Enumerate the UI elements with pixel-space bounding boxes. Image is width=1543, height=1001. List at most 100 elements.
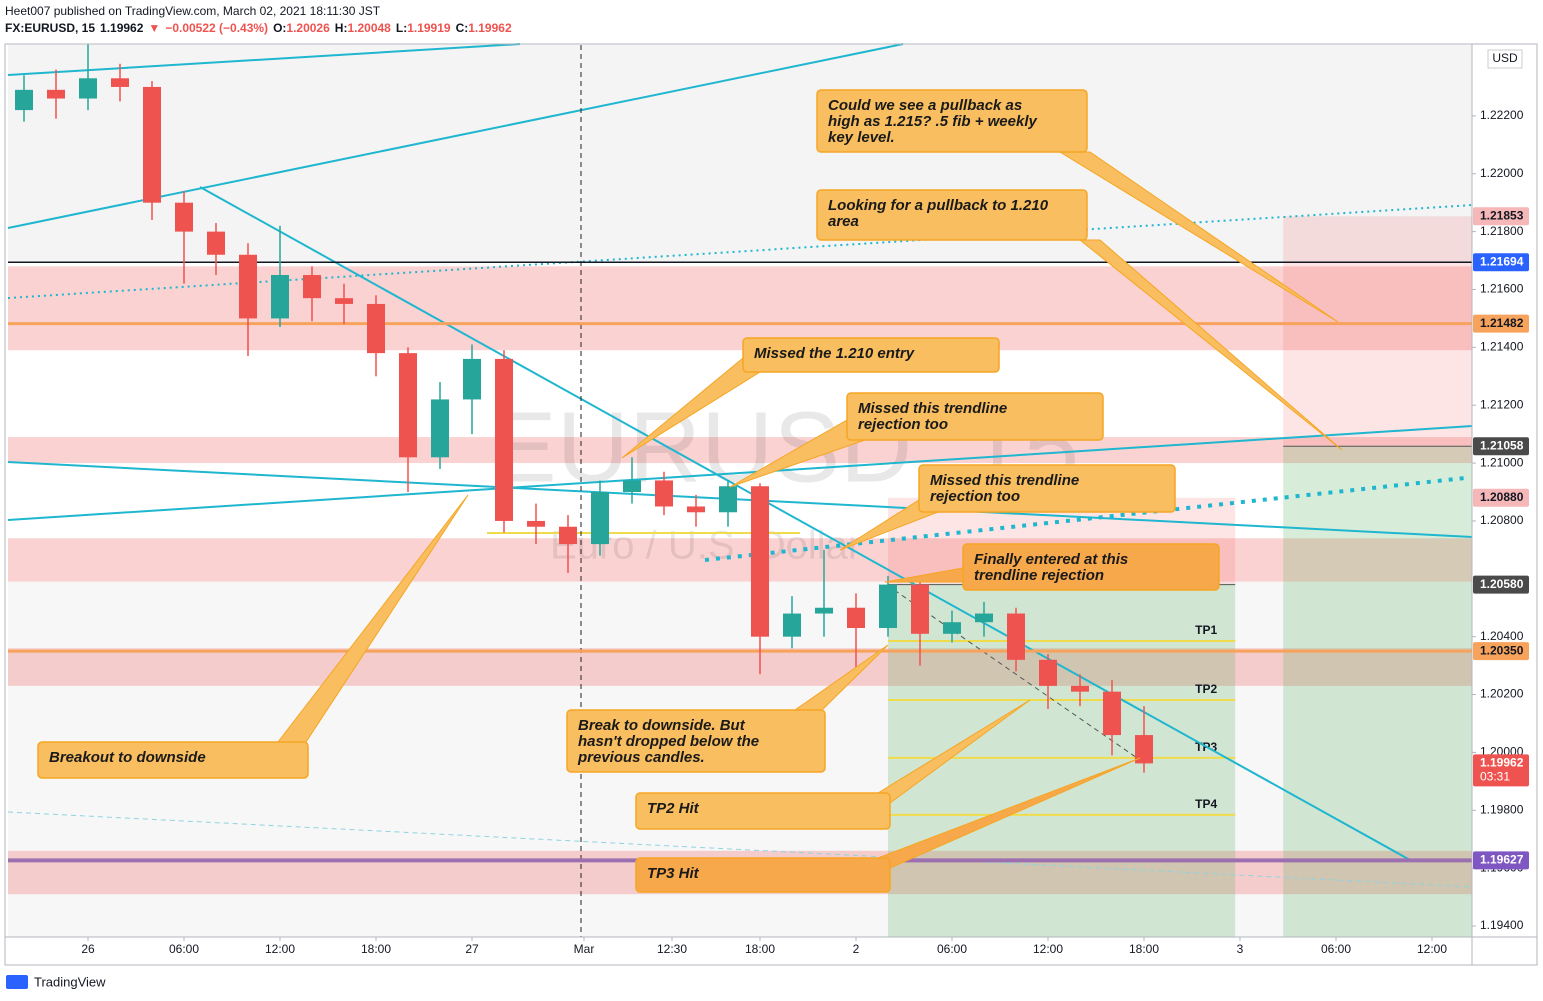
x-tick-label: Mar xyxy=(574,942,595,956)
callout-text: hasn't dropped below the xyxy=(578,733,759,750)
trendline xyxy=(886,584,1141,761)
price-badge-label: 1.21853 xyxy=(1480,208,1524,222)
price-badge xyxy=(1473,575,1529,594)
candle-body xyxy=(943,622,961,634)
callout-text: Missed this trendline xyxy=(930,472,1079,489)
price-badge-countdown: 03:31 xyxy=(1480,770,1510,784)
header-text: 1.20048 xyxy=(347,21,391,35)
x-tick-label: 18:00 xyxy=(745,942,775,956)
candle-body xyxy=(975,613,993,623)
candle-body xyxy=(1103,691,1121,736)
callout-box xyxy=(962,543,1220,591)
logo-icon xyxy=(6,975,28,989)
currency: USD xyxy=(1492,51,1518,65)
axes: 1.194001.196001.198001.200001.202001.204… xyxy=(81,108,1529,956)
candle-body xyxy=(847,607,865,628)
target-label: TP4 xyxy=(1195,797,1217,811)
x-tick-label: 26 xyxy=(81,942,95,956)
header-text: O: xyxy=(273,21,286,35)
callout-box xyxy=(37,741,309,779)
callout-text: Missed this trendline xyxy=(858,400,1007,417)
price-badge xyxy=(1473,207,1529,226)
candle-body xyxy=(431,399,449,458)
trendline xyxy=(7,461,1473,538)
callout-box xyxy=(846,392,1104,441)
candle-body xyxy=(175,202,193,232)
candles xyxy=(15,43,1153,773)
zone xyxy=(8,266,1472,351)
header-text: L: xyxy=(396,21,407,35)
candle-body xyxy=(79,78,97,99)
price-badge-label: 1.21058 xyxy=(1480,438,1524,452)
price-badge xyxy=(1473,642,1529,661)
price-badge-label: 1.21482 xyxy=(1480,316,1524,330)
header-text: 1.20026 xyxy=(286,21,330,35)
candle-body xyxy=(15,89,33,111)
callout-box xyxy=(566,709,826,773)
callout-text: area xyxy=(828,213,859,230)
price-badge-label: 1.20350 xyxy=(1480,643,1524,657)
x-tick-label: 06:00 xyxy=(1321,942,1351,956)
price-badge xyxy=(1473,253,1529,272)
y-tick-label: 1.21800 xyxy=(1480,224,1524,238)
header-text: 1.19919 xyxy=(407,21,451,35)
callout-box xyxy=(816,189,1088,241)
candle-body xyxy=(1007,613,1025,660)
header-text: −0.00522 (−0.43%) xyxy=(165,21,268,35)
x-tick-label: 12:00 xyxy=(1417,942,1447,956)
callout-text: high as 1.215? .5 fib + weekly xyxy=(828,113,1038,130)
publisher: Heet007 published on TradingView.com, Ma… xyxy=(5,4,381,18)
candle-body xyxy=(591,492,609,545)
callout-text: Break to downside. But xyxy=(578,717,746,734)
callout-box xyxy=(635,792,891,830)
x-tick-label: 06:00 xyxy=(169,942,199,956)
callout-text: rejection too xyxy=(930,488,1020,505)
candle-body xyxy=(207,231,225,255)
x-tick-label: 12:00 xyxy=(1033,942,1063,956)
candle-body xyxy=(239,254,257,319)
y-tick-label: 1.20200 xyxy=(1480,687,1524,701)
candle-body xyxy=(879,584,897,628)
candle-body xyxy=(527,520,545,527)
callout-text: trendline rejection xyxy=(974,567,1104,584)
candle-body xyxy=(655,480,673,507)
callout-text: key level. xyxy=(828,129,895,146)
price-badge xyxy=(1473,754,1529,787)
price-badge-label: 1.21694 xyxy=(1480,254,1524,268)
header-text: 1.19962 xyxy=(468,21,512,35)
header-text: 1.19962 xyxy=(100,21,144,35)
trendline xyxy=(7,43,521,76)
trendline xyxy=(7,204,1473,299)
candle-body xyxy=(143,86,161,203)
candle-body xyxy=(111,78,129,87)
price-badge xyxy=(1473,488,1529,507)
trendline xyxy=(199,186,1411,861)
candle-body xyxy=(559,526,577,545)
candle-body xyxy=(1039,659,1057,686)
candle-body xyxy=(1135,735,1153,764)
price-badge xyxy=(1473,437,1529,456)
callout-text: Could we see a pullback as xyxy=(828,97,1022,114)
callout-pointer xyxy=(1078,239,1343,451)
y-tick-label: 1.19800 xyxy=(1480,802,1524,816)
callout-text: previous candles. xyxy=(577,749,705,766)
x-tick-label: 18:00 xyxy=(361,942,391,956)
x-tick-label: 06:00 xyxy=(937,942,967,956)
y-tick-label: 1.20800 xyxy=(1480,513,1524,527)
candle-body xyxy=(751,486,769,637)
price-badge-label: 1.20580 xyxy=(1480,577,1524,591)
y-tick-label: 1.21000 xyxy=(1480,455,1524,469)
header-text: C: xyxy=(456,21,469,35)
header-text: H: xyxy=(335,21,348,35)
x-tick-label: 18:00 xyxy=(1129,942,1159,956)
price-badge-label: 1.19627 xyxy=(1480,852,1524,866)
y-tick-label: 1.21200 xyxy=(1480,397,1524,411)
callout-text: Looking for a pullback to 1.210 xyxy=(828,197,1049,214)
candle-body xyxy=(815,607,833,614)
target-label: TP1 xyxy=(1195,623,1217,637)
header-text: ▼ xyxy=(148,21,160,35)
zone xyxy=(8,538,1472,582)
candle-body xyxy=(463,358,481,400)
